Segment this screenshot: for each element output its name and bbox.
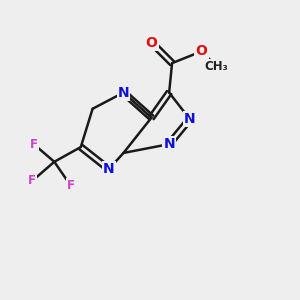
Text: N: N: [184, 112, 196, 126]
Text: F: F: [67, 179, 74, 192]
Text: CH₃: CH₃: [204, 60, 228, 73]
Text: O: O: [146, 35, 158, 50]
Text: N: N: [103, 162, 115, 176]
Text: F: F: [30, 138, 38, 151]
Text: F: F: [28, 174, 36, 188]
Text: O: O: [196, 44, 208, 58]
Text: N: N: [163, 137, 175, 151]
Text: N: N: [118, 85, 129, 100]
